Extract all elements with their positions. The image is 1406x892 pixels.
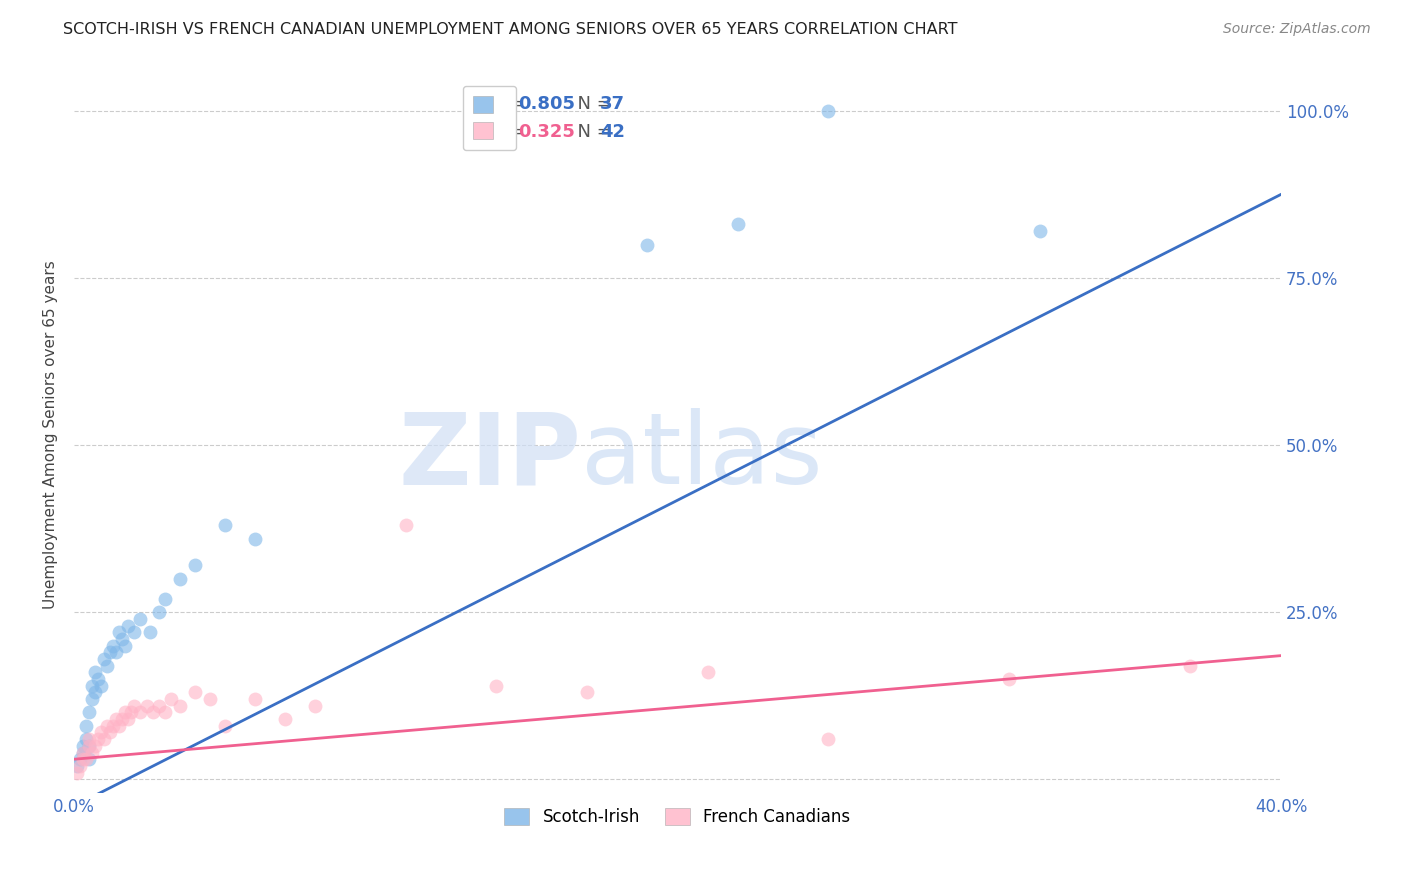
Point [82, 692, 104, 706]
Point [111, 712, 134, 726]
Point [105, 645, 128, 659]
Text: 0.805: 0.805 [519, 95, 575, 113]
Point [117, 618, 139, 632]
Point [274, 712, 297, 726]
Point [243, 692, 266, 706]
Text: R =: R = [491, 123, 530, 141]
Text: 0.325: 0.325 [519, 123, 575, 141]
Point [129, 612, 152, 626]
Point [114, 639, 136, 653]
Point [72, 746, 94, 760]
Point [69, 759, 91, 773]
Point [103, 639, 125, 653]
Point [77, 739, 100, 753]
Point [169, 698, 191, 713]
Point [84, 665, 107, 680]
Point [75, 752, 97, 766]
Point [485, 679, 508, 693]
Point [148, 698, 170, 713]
Point [87, 732, 110, 747]
Point [93, 732, 115, 747]
Point [395, 518, 418, 533]
Point [135, 698, 157, 713]
Point [817, 103, 839, 118]
Point [184, 685, 207, 699]
Point [84, 685, 107, 699]
Legend: Scotch-Irish, French Canadians: Scotch-Irish, French Canadians [496, 799, 859, 834]
Point [129, 706, 152, 720]
Text: atlas: atlas [581, 408, 823, 505]
Text: 37: 37 [600, 95, 626, 113]
Text: SCOTCH-IRISH VS FRENCH CANADIAN UNEMPLOYMENT AMONG SENIORS OVER 65 YEARS CORRELA: SCOTCH-IRISH VS FRENCH CANADIAN UNEMPLOY… [63, 22, 957, 37]
Point [75, 719, 97, 733]
Point [141, 706, 163, 720]
Point [77, 752, 100, 766]
Point [75, 732, 97, 747]
Point [98, 645, 121, 659]
Point [90, 725, 112, 739]
Point [90, 679, 112, 693]
Point [198, 692, 221, 706]
Point [72, 739, 94, 753]
Point [82, 746, 104, 760]
Point [148, 605, 170, 619]
Point [72, 746, 94, 760]
Point [77, 739, 100, 753]
Point [138, 625, 160, 640]
Text: Source: ZipAtlas.com: Source: ZipAtlas.com [1223, 22, 1371, 37]
Point [72, 752, 94, 766]
Point [93, 652, 115, 666]
Point [184, 558, 207, 573]
Y-axis label: Unemployment Among Seniors over 65 years: Unemployment Among Seniors over 65 years [44, 260, 58, 609]
Point [304, 698, 326, 713]
Text: 42: 42 [600, 123, 626, 141]
Point [77, 732, 100, 747]
Point [124, 698, 146, 713]
Point [66, 759, 89, 773]
Point [108, 625, 131, 640]
Point [96, 658, 118, 673]
Point [214, 719, 236, 733]
Point [1028, 224, 1050, 238]
Point [124, 625, 146, 640]
Text: ZIP: ZIP [398, 408, 581, 505]
Text: N =: N = [567, 123, 619, 141]
Point [69, 752, 91, 766]
Point [153, 706, 176, 720]
Point [998, 672, 1021, 686]
Point [103, 719, 125, 733]
Text: N =: N = [567, 95, 619, 113]
Point [84, 739, 107, 753]
Point [159, 692, 181, 706]
Point [108, 719, 131, 733]
Point [817, 732, 839, 747]
Point [114, 706, 136, 720]
Text: R =: R = [491, 95, 530, 113]
Point [105, 712, 128, 726]
Point [576, 685, 599, 699]
Point [120, 706, 142, 720]
Point [153, 591, 176, 606]
Point [87, 672, 110, 686]
Point [727, 218, 749, 232]
Point [214, 518, 236, 533]
Point [98, 725, 121, 739]
Point [243, 532, 266, 546]
Point [96, 719, 118, 733]
Point [1180, 658, 1202, 673]
Point [77, 706, 100, 720]
Point [696, 665, 718, 680]
Point [111, 632, 134, 646]
Point [66, 765, 89, 780]
Point [169, 572, 191, 586]
Point [82, 679, 104, 693]
Point [636, 237, 658, 252]
Point [117, 712, 139, 726]
